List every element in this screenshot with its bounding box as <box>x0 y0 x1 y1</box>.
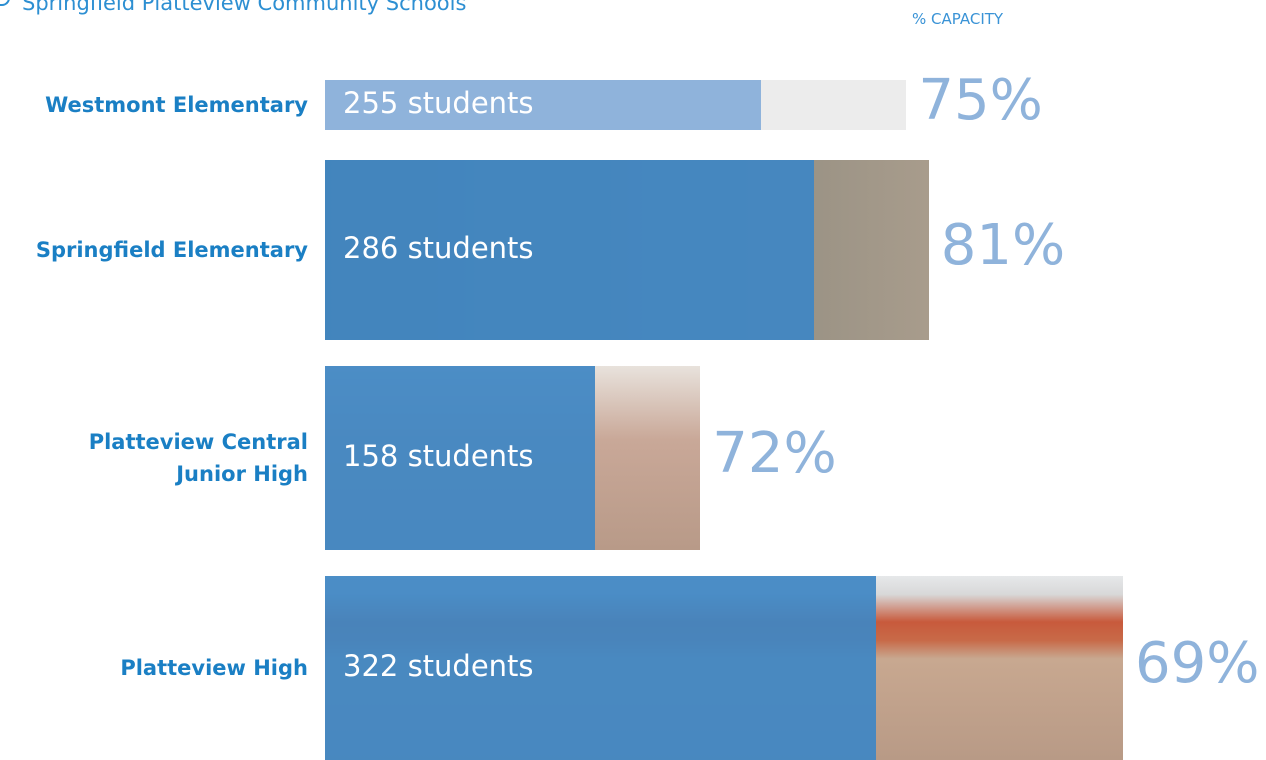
category-label: Springfield Elementary <box>35 238 308 262</box>
bar <box>325 80 762 130</box>
capacity-label: 72% <box>712 421 837 486</box>
capacity-title: % CAPACITY <box>912 10 1004 28</box>
category-label: Platteview Central Junior High <box>88 430 308 486</box>
bar <box>325 160 815 340</box>
capacity-bar: 322 students <box>325 576 1123 760</box>
bar <box>325 576 876 760</box>
value-label: 158 students <box>343 439 534 473</box>
capacity-bar: 158 students <box>325 366 701 550</box>
value-label: 322 students <box>343 649 534 683</box>
capacity-label: 69% <box>1135 631 1260 696</box>
logo-icon <box>0 0 10 6</box>
value-label: 286 students <box>343 231 534 265</box>
capacity-label: 75% <box>918 68 1043 133</box>
capacity-label: 81% <box>940 213 1066 278</box>
capacity-bar: 286 students <box>325 160 929 340</box>
bar <box>325 366 596 550</box>
category-label: Platteview High <box>120 656 308 680</box>
capacity-bar: 255 students <box>325 80 907 130</box>
value-label: 255 students <box>343 86 534 120</box>
category-label: Westmont Elementary <box>45 93 308 117</box>
chart-title: Springfield Platteview Community Schools <box>22 0 467 15</box>
